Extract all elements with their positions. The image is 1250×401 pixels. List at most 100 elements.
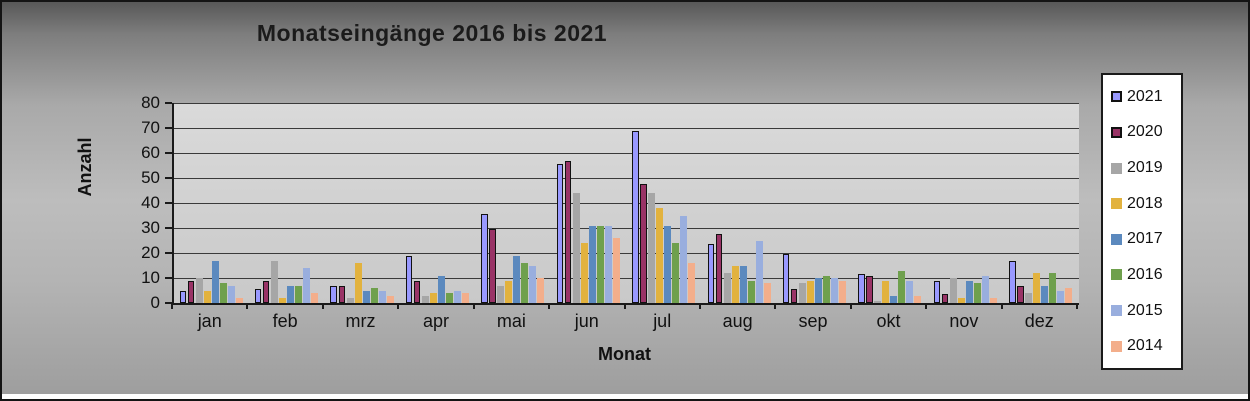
legend-swatch-2019 [1111, 162, 1122, 174]
bar-2018-apr [429, 293, 437, 303]
bar-2014-nov [989, 298, 997, 303]
bar-2016-mrz [370, 288, 378, 303]
bar-2021-jul [632, 131, 639, 303]
bar-2018-okt [882, 280, 890, 303]
bar-2019-aug [723, 273, 731, 303]
bar-2014-apr [461, 293, 469, 303]
bar-2019-sep [799, 283, 807, 303]
bar-2017-jun [588, 225, 596, 303]
legend-item-2015: 2015 [1111, 302, 1181, 320]
bar-2014-feb [311, 293, 319, 303]
bar-2015-feb [303, 268, 311, 303]
bar-2019-mai [497, 285, 505, 303]
bar-2016-okt [898, 270, 906, 303]
bar-2020-jun [564, 161, 572, 303]
legend-item-2021: 2021 [1111, 88, 1181, 106]
bar-2021-dez [1009, 261, 1016, 303]
x-tick-label-okt: okt [876, 311, 901, 331]
bar-2021-mrz [330, 286, 337, 303]
gridline-70 [174, 128, 1079, 129]
x-tick-label-feb: feb [272, 311, 298, 331]
bar-2016-sep [823, 275, 831, 303]
y-tick-label-10: 10 [141, 268, 160, 287]
bar-2021-apr [405, 256, 413, 303]
bar-2016-jan [219, 283, 227, 303]
bar-2016-nov [973, 283, 981, 303]
bar-2020-dez [1017, 286, 1024, 303]
x-tick-mark-4 [472, 303, 475, 309]
bar-2021-okt [858, 273, 865, 303]
y-tick-label-0: 0 [150, 293, 160, 312]
bar-2017-jan [211, 260, 219, 303]
gridline-40 [174, 203, 1079, 204]
bar-2017-dez [1041, 285, 1049, 303]
x-tick-label-apr: apr [422, 311, 449, 331]
x-tick-mark-7 [698, 303, 701, 309]
bar-2019-dez [1025, 293, 1033, 303]
bar-2020-apr [413, 281, 421, 303]
bar-2014-mai [537, 278, 545, 303]
bar-2015-mrz [378, 290, 386, 303]
bar-2017-apr [437, 275, 445, 303]
bar-2021-jun [556, 163, 564, 303]
y-tick-mark-70 [165, 127, 172, 129]
x-tick-mark-3 [397, 303, 400, 309]
legend-item-2017: 2017 [1111, 230, 1181, 248]
bar-2016-feb [295, 285, 303, 303]
y-tick-label-40: 40 [141, 193, 160, 212]
bar-2020-feb [263, 281, 270, 303]
gridline-10 [174, 278, 1079, 279]
bar-2015-jun [604, 225, 612, 303]
x-tick-mark-11 [1000, 303, 1003, 309]
legend-swatch-2021 [1111, 91, 1122, 103]
bar-2019-jun [572, 193, 580, 303]
bar-2018-aug [731, 265, 739, 303]
bar-2019-jan [195, 278, 203, 303]
bar-2021-aug [707, 243, 714, 303]
y-axis-title: Anzahl [75, 137, 95, 197]
bar-2021-jan [179, 291, 187, 303]
bar-2018-feb [279, 298, 287, 303]
legend-item-2016: 2016 [1111, 266, 1181, 284]
bar-2014-jul [688, 263, 696, 303]
x-tick-label-jun: jun [574, 311, 599, 331]
chart-title: Monatseingänge 2016 bis 2021 [256, 20, 608, 46]
bar-2016-aug [747, 280, 755, 303]
gridline-80 [174, 103, 1079, 104]
bar-2021-feb [255, 288, 262, 303]
bar-2018-dez [1033, 273, 1041, 303]
legend-label-2019: 2019 [1127, 159, 1163, 177]
bar-2021-nov [933, 281, 941, 303]
y-tick-label-20: 20 [141, 243, 160, 262]
bar-2017-jul [664, 225, 672, 303]
y-tick-label-70: 70 [141, 118, 160, 137]
bar-2015-mai [529, 265, 537, 303]
bar-2019-mrz [346, 298, 354, 303]
bar-2020-okt [866, 276, 873, 303]
x-tick-mark-5 [548, 303, 551, 309]
legend-label-2020: 2020 [1127, 123, 1163, 141]
bar-2020-sep [791, 288, 798, 303]
bar-2014-jan [235, 298, 243, 303]
legend-item-2019: 2019 [1111, 159, 1181, 177]
legend-swatch-2015 [1111, 305, 1122, 317]
bar-2014-jun [612, 238, 620, 303]
plot-area [172, 103, 1079, 305]
legend-label-2015: 2015 [1127, 301, 1163, 319]
legend-swatch-2018 [1111, 198, 1122, 210]
legend-swatch-2020 [1111, 126, 1122, 138]
y-tick-mark-30 [165, 227, 172, 229]
x-tick-mark-10 [925, 303, 928, 309]
x-tick-label-jul: jul [653, 311, 672, 331]
bar-2014-aug [763, 283, 771, 303]
bar-2014-okt [914, 295, 922, 303]
bar-2016-mai [521, 263, 529, 303]
bar-2015-apr [453, 290, 461, 303]
bar-2014-dez [1065, 288, 1073, 303]
gridline-50 [174, 178, 1079, 179]
bar-2021-sep [782, 253, 790, 303]
y-tick-mark-20 [165, 252, 172, 254]
gridline-30 [174, 228, 1079, 229]
bar-2016-dez [1049, 273, 1057, 303]
